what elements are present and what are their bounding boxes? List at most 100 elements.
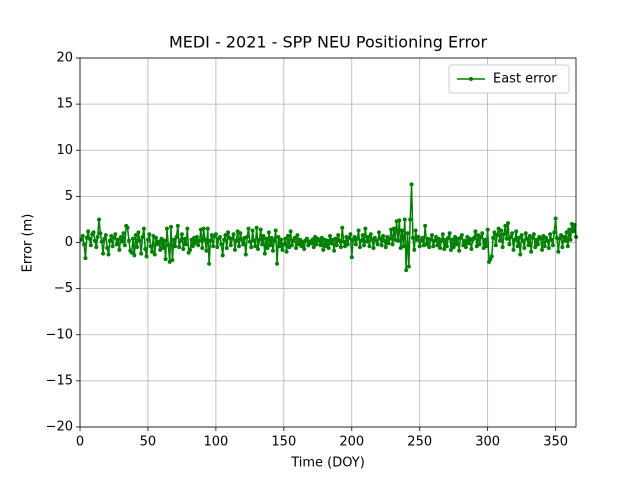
data-point <box>321 247 326 252</box>
data-point <box>353 242 358 247</box>
data-point <box>356 228 361 233</box>
data-point <box>120 239 125 244</box>
data-point <box>140 234 145 239</box>
legend-label: East error <box>493 72 557 87</box>
data-point <box>477 242 482 247</box>
data-point <box>181 246 186 251</box>
legend-marker <box>469 77 473 81</box>
data-point <box>525 236 530 241</box>
data-point <box>152 252 157 257</box>
data-point <box>408 217 413 222</box>
data-point <box>284 249 289 254</box>
data-point <box>504 236 509 241</box>
data-point <box>105 246 110 251</box>
data-point <box>420 235 425 240</box>
data-point <box>564 230 569 235</box>
data-point <box>349 255 354 260</box>
data-point <box>500 245 505 250</box>
data-point <box>357 245 362 250</box>
data-point <box>435 243 440 248</box>
data-point <box>188 247 193 252</box>
data-point <box>261 234 266 239</box>
data-point <box>148 244 153 249</box>
data-point <box>542 244 547 249</box>
data-point <box>160 246 165 251</box>
data-point <box>397 218 402 223</box>
data-point <box>374 238 379 243</box>
data-point <box>546 246 551 251</box>
data-point <box>83 256 88 261</box>
y-tick-label: −5 <box>54 281 73 296</box>
data-point <box>347 235 352 240</box>
data-point <box>183 242 188 247</box>
x-tick-label: 100 <box>203 435 228 450</box>
data-point <box>166 243 171 248</box>
data-point <box>529 249 534 254</box>
x-tick-label: 50 <box>140 435 157 450</box>
data-point <box>171 237 176 242</box>
data-point <box>219 242 224 247</box>
data-point <box>275 261 280 266</box>
data-point <box>450 237 455 242</box>
data-point <box>283 236 288 241</box>
data-point <box>133 233 138 238</box>
data-point <box>540 247 545 252</box>
data-point <box>102 236 107 241</box>
data-point <box>492 230 497 235</box>
data-point <box>185 226 190 231</box>
y-tick-label: 10 <box>56 143 73 158</box>
data-point <box>336 233 341 238</box>
data-point <box>251 238 256 243</box>
data-point <box>234 238 239 243</box>
data-point <box>427 245 432 250</box>
data-point <box>560 245 565 250</box>
data-point <box>451 245 456 250</box>
x-tick-label: 200 <box>339 435 364 450</box>
data-point <box>416 234 421 239</box>
data-point <box>190 244 195 249</box>
data-point <box>250 228 255 233</box>
data-point <box>163 257 168 262</box>
data-point <box>522 246 527 251</box>
data-point <box>288 229 293 234</box>
data-point <box>567 227 572 232</box>
data-point <box>565 244 570 249</box>
data-point <box>177 245 182 250</box>
data-point <box>454 242 459 247</box>
data-point <box>404 268 409 273</box>
data-point <box>276 234 281 239</box>
data-point <box>273 228 278 233</box>
data-point <box>503 223 508 228</box>
y-tick-label: 5 <box>65 189 73 204</box>
data-point <box>328 234 333 239</box>
data-point <box>391 226 396 231</box>
data-point <box>196 243 201 248</box>
data-point <box>381 234 386 239</box>
data-point <box>129 250 134 255</box>
data-point <box>204 248 209 253</box>
data-point <box>457 248 462 253</box>
data-point <box>114 242 119 247</box>
data-point <box>116 237 121 242</box>
data-point <box>268 243 273 248</box>
data-point <box>257 237 262 242</box>
data-point <box>162 238 167 243</box>
data-point <box>340 225 345 230</box>
data-point <box>508 234 513 239</box>
data-point <box>99 239 104 244</box>
data-point <box>478 234 483 239</box>
data-point <box>447 231 452 236</box>
data-point <box>514 229 519 234</box>
data-point <box>203 237 208 242</box>
data-point <box>383 245 388 250</box>
data-point <box>238 231 243 236</box>
x-tick-label: 350 <box>543 435 568 450</box>
data-point <box>334 243 339 248</box>
data-point <box>243 252 248 257</box>
data-point <box>213 232 218 237</box>
data-point <box>431 244 436 249</box>
data-point <box>333 236 338 241</box>
data-point <box>511 247 516 252</box>
data-point <box>376 230 381 235</box>
y-tick-label: 15 <box>56 97 73 112</box>
